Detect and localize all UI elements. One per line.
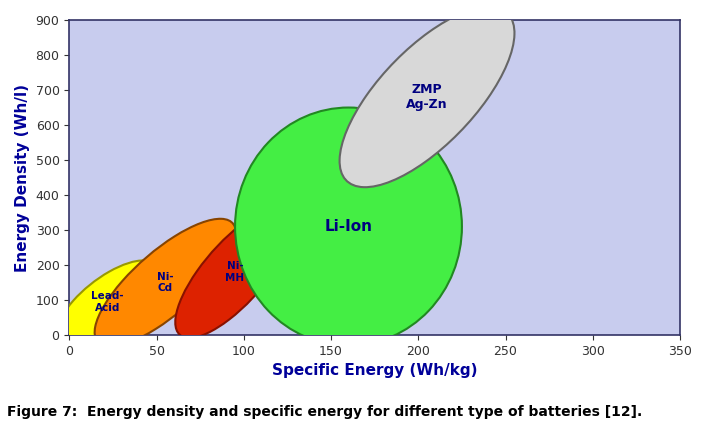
Text: Lead-
Acid: Lead- Acid — [91, 291, 124, 313]
Ellipse shape — [95, 219, 236, 346]
Y-axis label: Energy Density (Wh/l): Energy Density (Wh/l) — [15, 84, 30, 272]
X-axis label: Specific Energy (Wh/kg): Specific Energy (Wh/kg) — [272, 363, 477, 379]
Text: Ni-
MH: Ni- MH — [226, 261, 245, 283]
Text: Ni-
Cd: Ni- Cd — [157, 272, 174, 294]
Text: ZMP
Ag-Zn: ZMP Ag-Zn — [407, 83, 448, 111]
Ellipse shape — [58, 261, 158, 343]
Ellipse shape — [339, 7, 515, 187]
Ellipse shape — [235, 107, 462, 346]
Ellipse shape — [175, 206, 295, 338]
Text: Li-Ion: Li-Ion — [325, 219, 373, 234]
Text: Figure 7:  Energy density and specific energy for different type of batteries [1: Figure 7: Energy density and specific en… — [7, 405, 643, 419]
